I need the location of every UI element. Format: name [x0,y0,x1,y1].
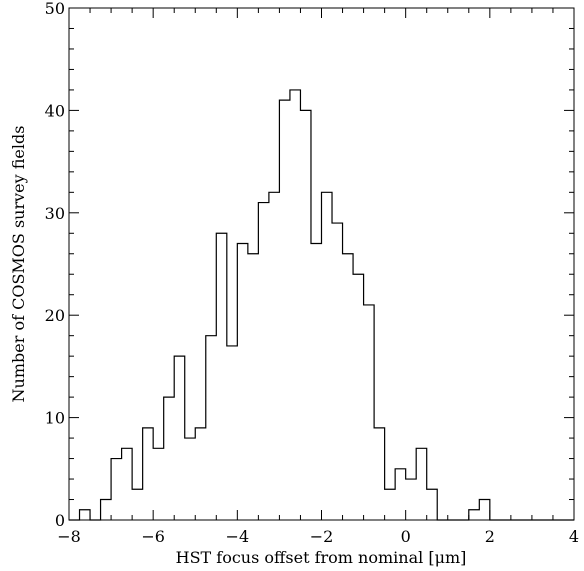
y-tick-label: 30 [45,204,65,223]
x-tick-label: −6 [141,527,165,546]
x-axis-label: HST focus offset from nominal [μm] [176,548,467,567]
plot-frame [68,7,575,521]
histogram-series [69,89,574,521]
x-tick-label: 2 [485,527,495,546]
y-tick-label: 50 [45,0,65,18]
y-tick-label: 40 [45,101,65,120]
x-tick-label: −2 [310,527,334,546]
y-axis-label: Number of COSMOS survey fields [9,126,28,403]
y-tick-label: 0 [55,511,65,530]
y-tick-label: 10 [45,409,65,428]
x-tick-label: −4 [226,527,250,546]
x-tick-label: 4 [569,527,579,546]
y-tick-label: 20 [45,306,65,325]
axis-ticks [68,7,575,521]
x-tick-label: −8 [57,527,81,546]
x-tick-label: 0 [401,527,411,546]
